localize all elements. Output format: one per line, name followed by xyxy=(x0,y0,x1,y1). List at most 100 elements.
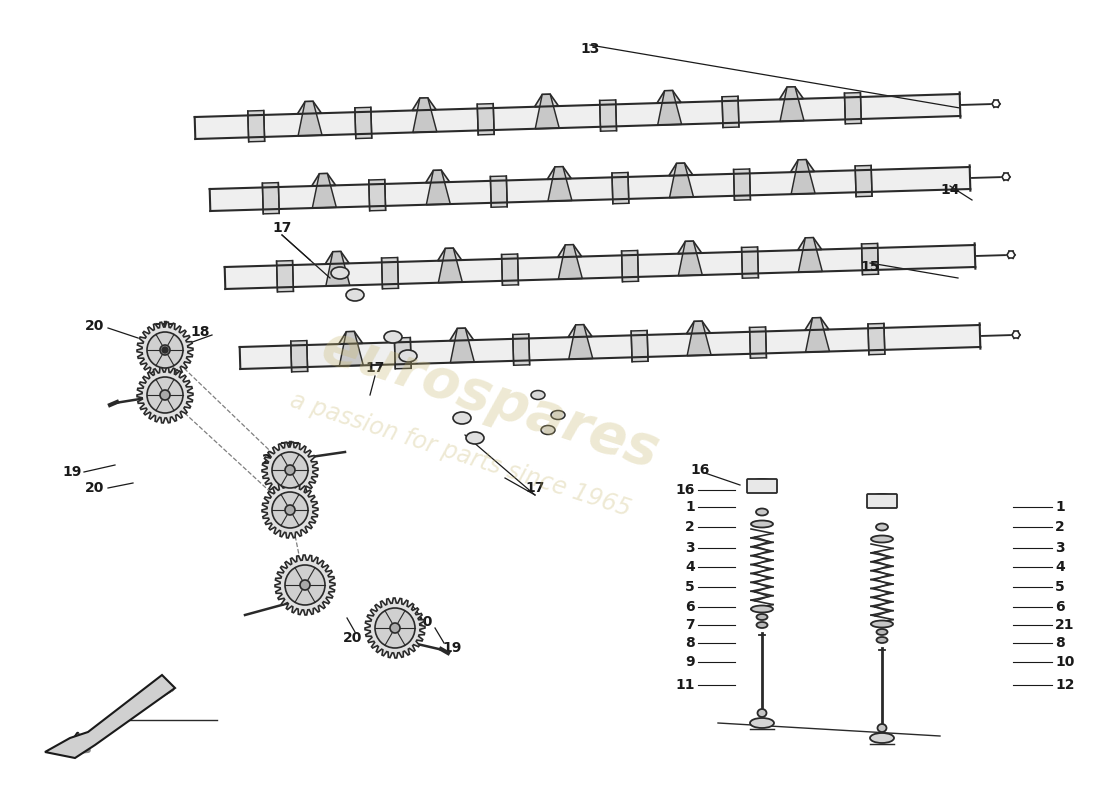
Polygon shape xyxy=(438,248,462,261)
Ellipse shape xyxy=(868,494,896,506)
Ellipse shape xyxy=(541,426,556,434)
Ellipse shape xyxy=(757,614,768,620)
Polygon shape xyxy=(679,241,702,276)
Circle shape xyxy=(285,505,295,515)
Polygon shape xyxy=(210,167,970,211)
Ellipse shape xyxy=(758,709,767,717)
Polygon shape xyxy=(368,179,386,210)
Polygon shape xyxy=(195,94,960,139)
Polygon shape xyxy=(535,94,559,106)
Polygon shape xyxy=(805,318,829,352)
Text: 21: 21 xyxy=(1055,618,1075,632)
Polygon shape xyxy=(248,110,265,142)
Polygon shape xyxy=(845,93,861,124)
Text: 9: 9 xyxy=(685,655,695,669)
Polygon shape xyxy=(45,675,175,758)
Circle shape xyxy=(272,492,308,528)
Polygon shape xyxy=(658,90,682,125)
Circle shape xyxy=(300,580,310,590)
Polygon shape xyxy=(311,174,336,186)
Text: 20: 20 xyxy=(343,631,363,645)
Ellipse shape xyxy=(877,637,888,643)
Text: 8: 8 xyxy=(1055,636,1065,650)
Text: 19: 19 xyxy=(442,641,462,655)
Polygon shape xyxy=(263,182,279,214)
Text: 12: 12 xyxy=(1055,678,1075,692)
Ellipse shape xyxy=(751,521,773,527)
Circle shape xyxy=(162,347,168,353)
Polygon shape xyxy=(450,328,474,341)
Text: 6: 6 xyxy=(685,600,695,614)
Circle shape xyxy=(147,377,183,413)
Polygon shape xyxy=(298,102,322,136)
Circle shape xyxy=(285,465,295,475)
Ellipse shape xyxy=(551,410,565,419)
Polygon shape xyxy=(297,102,321,114)
Text: 20: 20 xyxy=(86,481,104,495)
Circle shape xyxy=(160,345,170,355)
Polygon shape xyxy=(426,170,450,182)
Polygon shape xyxy=(686,321,711,334)
Text: 18: 18 xyxy=(190,325,210,339)
Ellipse shape xyxy=(757,622,768,628)
Ellipse shape xyxy=(399,350,417,362)
Text: 18: 18 xyxy=(283,456,301,470)
Polygon shape xyxy=(477,104,494,135)
Circle shape xyxy=(160,390,170,400)
Polygon shape xyxy=(780,87,804,122)
FancyBboxPatch shape xyxy=(867,494,896,508)
Polygon shape xyxy=(513,334,530,366)
Polygon shape xyxy=(734,169,750,200)
Polygon shape xyxy=(138,367,192,423)
Circle shape xyxy=(285,565,324,605)
Polygon shape xyxy=(224,245,976,289)
Text: 19: 19 xyxy=(63,465,81,479)
Polygon shape xyxy=(339,331,363,366)
Polygon shape xyxy=(412,98,437,110)
Ellipse shape xyxy=(871,535,893,542)
Polygon shape xyxy=(621,250,638,282)
Polygon shape xyxy=(669,163,693,176)
Polygon shape xyxy=(427,170,450,205)
Text: 16: 16 xyxy=(691,463,710,477)
Polygon shape xyxy=(678,241,702,254)
Polygon shape xyxy=(612,173,629,204)
Circle shape xyxy=(272,452,308,488)
Text: 3: 3 xyxy=(685,541,695,555)
Text: 2: 2 xyxy=(1055,520,1065,534)
Polygon shape xyxy=(262,482,318,538)
Ellipse shape xyxy=(384,331,402,343)
Ellipse shape xyxy=(331,267,349,279)
Polygon shape xyxy=(798,238,822,250)
Polygon shape xyxy=(326,251,350,286)
Text: 1: 1 xyxy=(1055,500,1065,514)
Ellipse shape xyxy=(870,733,894,743)
Polygon shape xyxy=(355,107,372,138)
Polygon shape xyxy=(657,90,681,103)
Ellipse shape xyxy=(346,289,364,301)
Ellipse shape xyxy=(871,621,893,627)
Polygon shape xyxy=(326,251,349,264)
Text: 8: 8 xyxy=(685,636,695,650)
Text: 16: 16 xyxy=(675,483,695,497)
Polygon shape xyxy=(262,442,318,498)
Polygon shape xyxy=(749,327,767,358)
Polygon shape xyxy=(868,323,884,354)
Polygon shape xyxy=(548,166,571,179)
Text: 11: 11 xyxy=(675,678,695,692)
Polygon shape xyxy=(138,322,192,378)
Polygon shape xyxy=(240,325,980,369)
Text: 6: 6 xyxy=(1055,600,1065,614)
Polygon shape xyxy=(312,174,337,208)
Polygon shape xyxy=(780,87,803,99)
Text: 4: 4 xyxy=(685,560,695,574)
Text: 17: 17 xyxy=(365,361,385,375)
Text: 14: 14 xyxy=(940,183,959,197)
Text: 15: 15 xyxy=(860,260,880,274)
Text: 4: 4 xyxy=(1055,560,1065,574)
Text: a passion for parts since 1965: a passion for parts since 1965 xyxy=(287,389,634,522)
Polygon shape xyxy=(861,243,879,274)
Polygon shape xyxy=(536,94,559,129)
Polygon shape xyxy=(365,598,425,658)
Polygon shape xyxy=(688,321,711,356)
